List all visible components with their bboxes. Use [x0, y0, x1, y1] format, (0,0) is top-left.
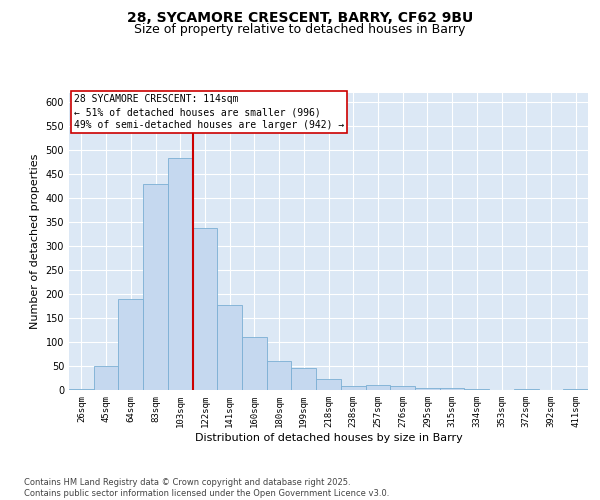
X-axis label: Distribution of detached houses by size in Barry: Distribution of detached houses by size … — [194, 432, 463, 442]
Bar — [168, 158, 193, 390]
Bar — [415, 388, 440, 390]
Bar — [267, 361, 292, 390]
Text: Size of property relative to detached houses in Barry: Size of property relative to detached ho… — [134, 22, 466, 36]
Bar — [94, 366, 118, 390]
Bar — [242, 337, 267, 390]
Y-axis label: Number of detached properties: Number of detached properties — [30, 154, 40, 329]
Bar — [217, 305, 242, 390]
Text: 28 SYCAMORE CRESCENT: 114sqm
← 51% of detached houses are smaller (996)
49% of s: 28 SYCAMORE CRESCENT: 114sqm ← 51% of de… — [74, 94, 344, 130]
Text: 28, SYCAMORE CRESCENT, BARRY, CF62 9BU: 28, SYCAMORE CRESCENT, BARRY, CF62 9BU — [127, 11, 473, 25]
Bar — [316, 380, 341, 390]
Bar — [341, 386, 365, 390]
Bar — [143, 184, 168, 390]
Bar — [193, 228, 217, 390]
Bar — [563, 389, 588, 390]
Bar — [390, 386, 415, 390]
Text: Contains HM Land Registry data © Crown copyright and database right 2025.
Contai: Contains HM Land Registry data © Crown c… — [24, 478, 389, 498]
Bar — [440, 388, 464, 390]
Bar — [292, 368, 316, 390]
Bar — [365, 385, 390, 390]
Bar — [464, 389, 489, 390]
Bar — [118, 299, 143, 390]
Bar — [69, 388, 94, 390]
Bar — [514, 388, 539, 390]
